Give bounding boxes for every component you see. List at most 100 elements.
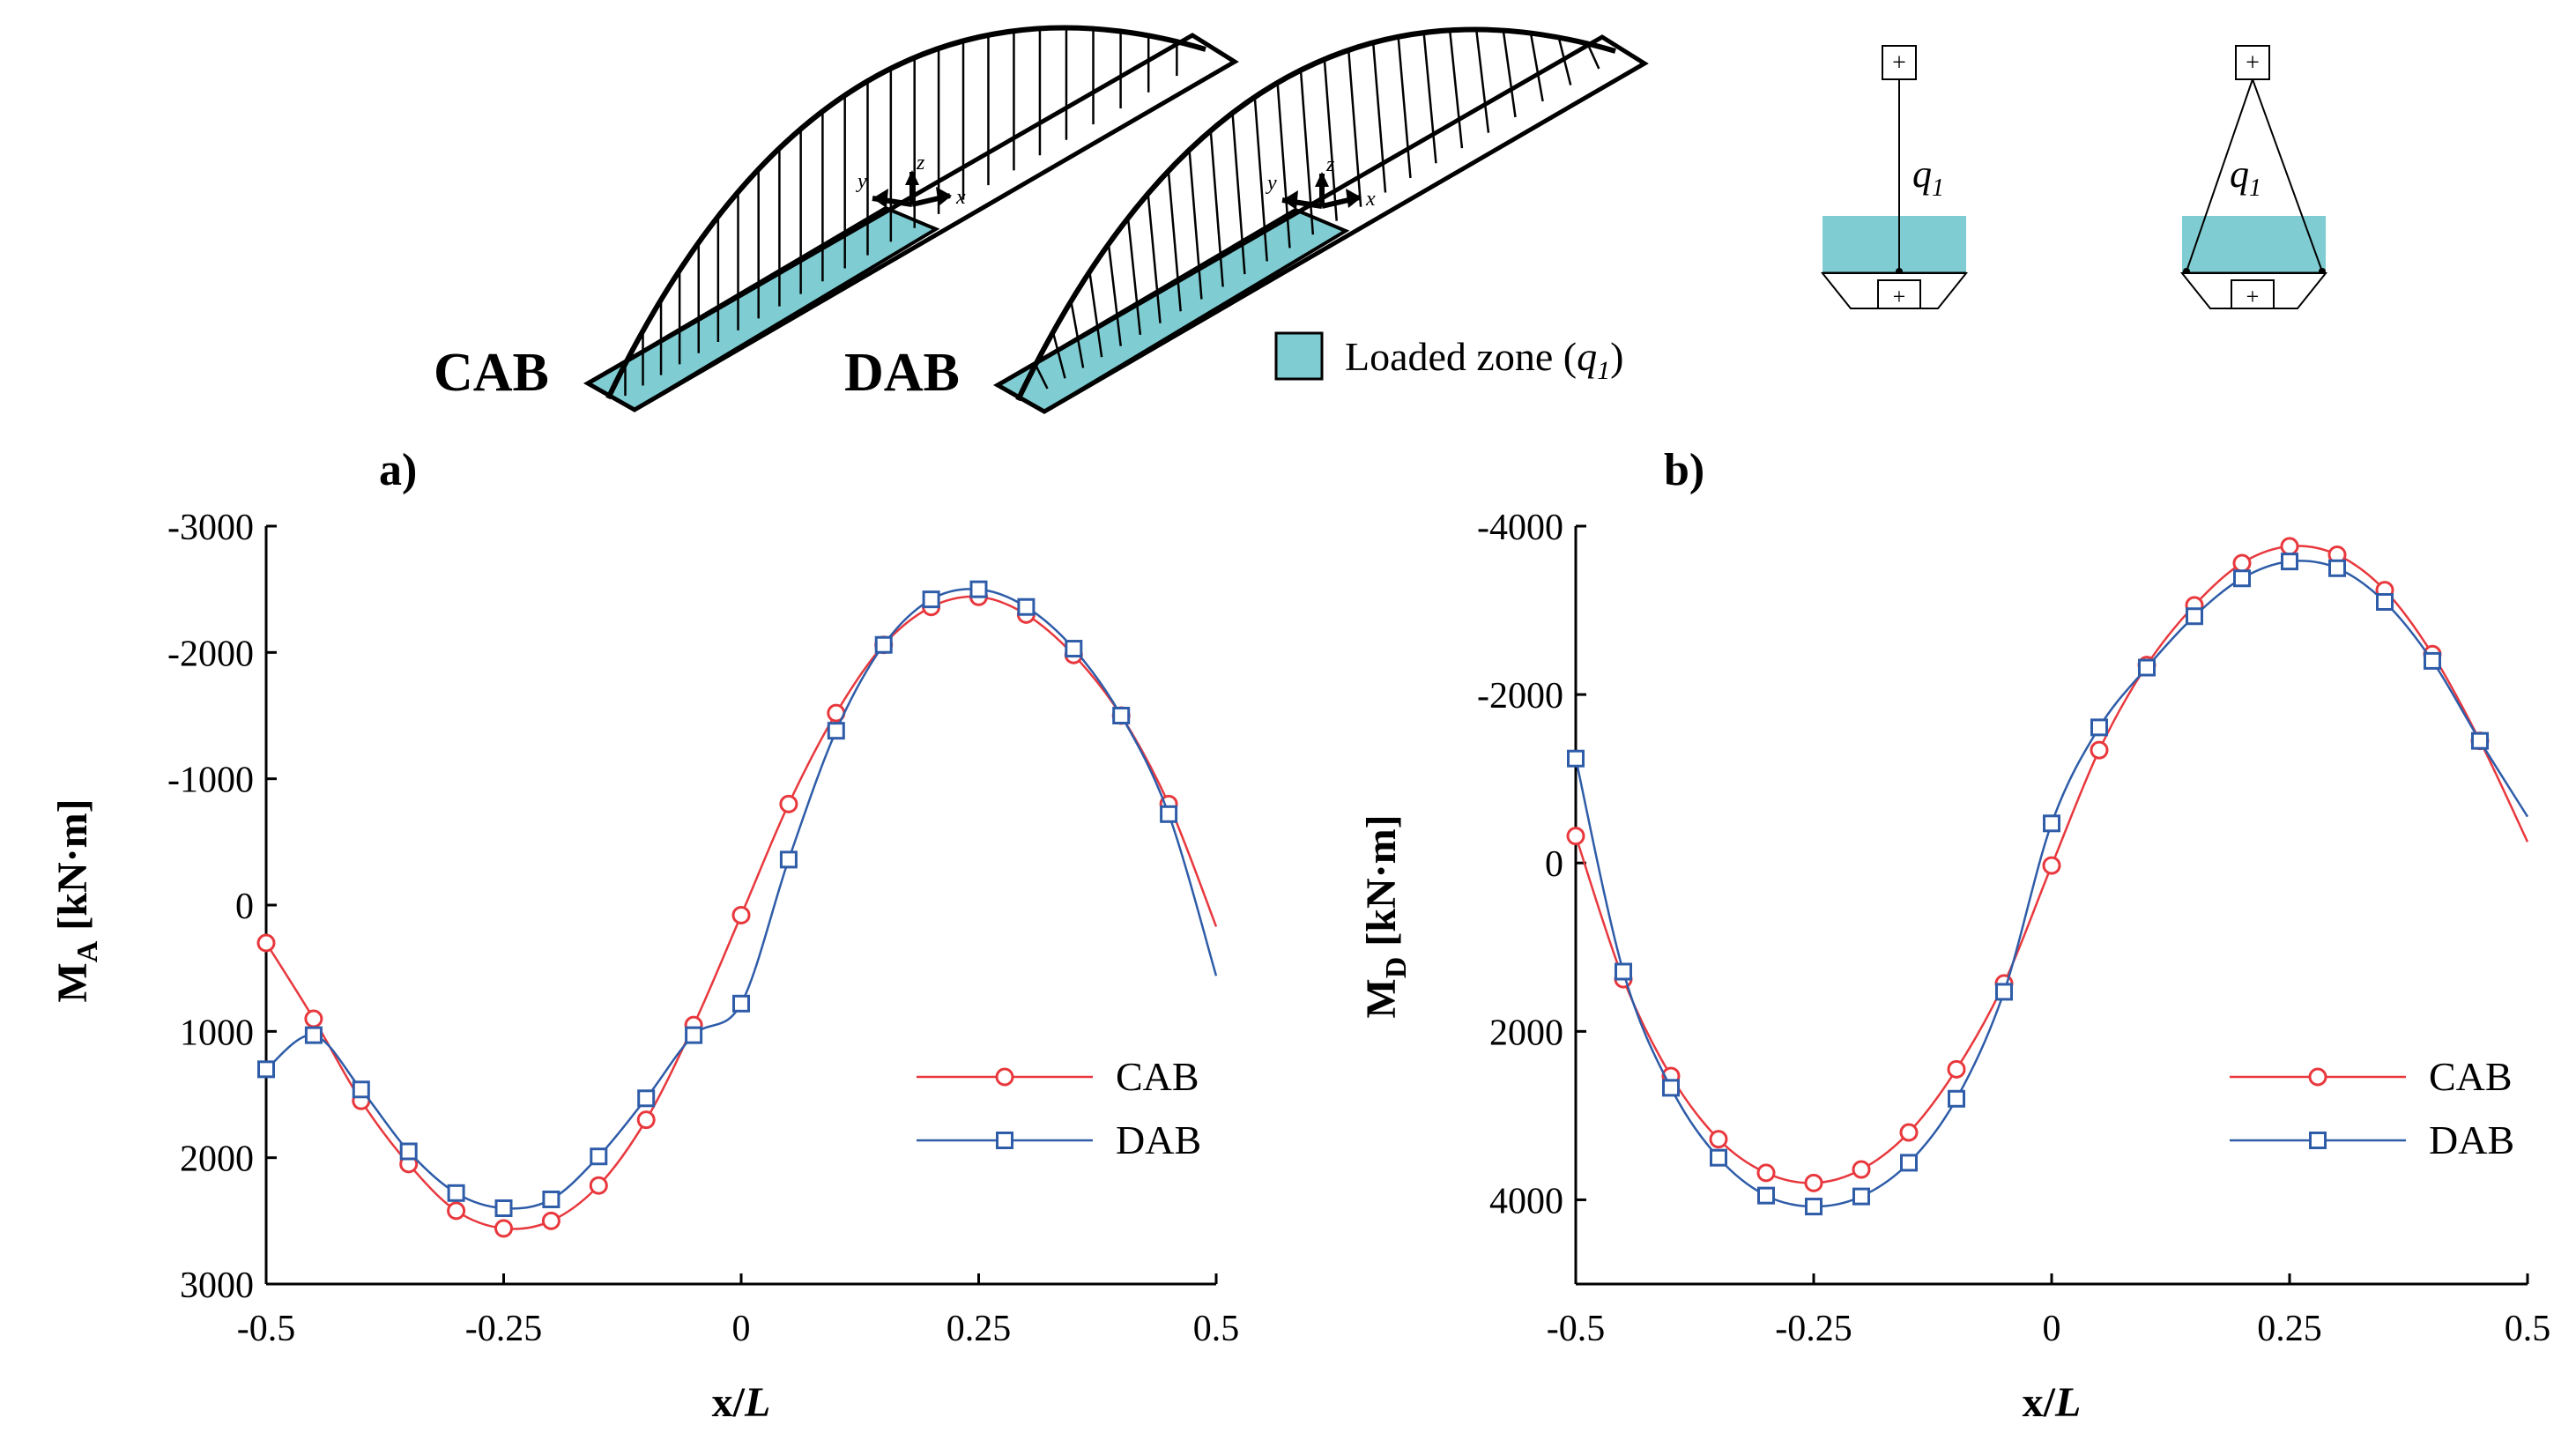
loaded-zone-legend: Loaded zone (q1) (1274, 331, 1623, 385)
hanger (1371, 41, 1387, 193)
data-point-dab (1948, 1089, 1965, 1108)
data-point-dab (447, 1184, 465, 1202)
panel-b-xlabel: x/L (2023, 1379, 2082, 1426)
data-point-dab (2090, 718, 2108, 737)
x-tick-label: 0.25 (2257, 1309, 2322, 1349)
data-point-dab (1757, 1186, 1775, 1205)
legend-label: DAB (2429, 1117, 2514, 1162)
legend-marker (2308, 1067, 2327, 1087)
data-point-cab (1852, 1160, 1871, 1179)
data-point-dab (2138, 658, 2156, 677)
data-point-cab (2090, 740, 2109, 760)
data-point-cab (779, 794, 798, 813)
hanger (1585, 41, 1600, 70)
dab-bridge-drawing: y z x DAB (844, 26, 1649, 414)
y-tick-label: -2000 (1477, 676, 1563, 716)
panel-a-xlabel: x/L (712, 1379, 771, 1426)
hanger (1107, 242, 1122, 346)
data-point-cab (256, 933, 276, 953)
cab-local-axes: y z x (856, 152, 966, 209)
data-point-dab (637, 1089, 656, 1108)
dab-section-bottom-plus: + (2246, 284, 2260, 309)
cab-hangers (624, 27, 1178, 397)
dab-deck-outline (992, 34, 1649, 414)
panel-b-label: b) (1664, 445, 1704, 495)
bridge-illustrations: y z x CAB y z x DAB (434, 25, 2328, 414)
y-tick-label: -4000 (1477, 508, 1563, 548)
data-point-cab (589, 1176, 608, 1195)
hanger (1253, 95, 1268, 262)
chart-panel-a: a) MA[kN·m] x/L -3000 -2000 -1000 0 1000 2000… (49, 445, 1239, 1426)
cab-section-loaded-band (1823, 216, 1966, 274)
cab-section-top-plus: + (1892, 49, 1906, 77)
panel-a-ylabel: MA[kN·m] (49, 798, 104, 1002)
data-point-dab (1112, 707, 1131, 724)
hanger (1051, 330, 1066, 379)
data-point-cab (1709, 1130, 1728, 1149)
y-tick-label: 2000 (180, 1139, 254, 1180)
legend-label: DAB (1116, 1117, 1201, 1162)
y-tick-label: 1000 (180, 1013, 254, 1053)
data-point-cab (1899, 1123, 1919, 1142)
data-point-dab (779, 850, 798, 869)
x-tick-label: 0.5 (1193, 1309, 1240, 1349)
cab-section-bottom-plus: + (1893, 284, 1906, 309)
legend-entry-dab: DAB (2230, 1117, 2514, 1162)
cab-cross-section: + + q1 (1820, 45, 1969, 309)
data-point-dab (304, 1026, 323, 1044)
data-point-dab (1567, 749, 1585, 768)
hanger (1126, 216, 1142, 335)
cab-bridge-drawing: y z x CAB (434, 25, 1239, 412)
y-tick-label: 3000 (180, 1266, 254, 1306)
data-point-dab (542, 1190, 560, 1208)
panel-b-ylabel: MD[kN·m] (1358, 814, 1413, 1018)
series-dab (257, 580, 1218, 1217)
data-point-dab (2233, 569, 2251, 588)
data-point-dab (1995, 983, 2013, 1001)
svg-text:MD[kN·m]: MD[kN·m] (1358, 814, 1413, 1018)
loaded-zone-swatch (1274, 331, 1324, 381)
dab-cross-section: + + q1 (2179, 45, 2328, 309)
y-tick-label: 4000 (1489, 1181, 1563, 1221)
x-tick-label: 0 (2043, 1309, 2061, 1349)
data-point-dab (1160, 805, 1178, 823)
hanger (1556, 35, 1572, 85)
data-point-dab (2376, 593, 2394, 611)
y-tick-label: 0 (235, 887, 254, 927)
hanger (1502, 28, 1517, 118)
hanger (1088, 270, 1103, 358)
cab-deck-outline (583, 33, 1239, 412)
x-tick-label: 0.25 (947, 1309, 1012, 1349)
x-tick-label: -0.25 (1775, 1309, 1852, 1349)
data-point-dab (2424, 651, 2441, 670)
x-tick-label: 0.5 (2505, 1309, 2551, 1349)
cab-axis-z-label: z (916, 152, 925, 174)
data-point-dab (874, 635, 893, 654)
data-point-cab (1566, 827, 1585, 846)
series-cab (256, 587, 1218, 1238)
cab-section-load-label: q1 (1912, 152, 1944, 202)
data-point-cab (2042, 856, 2061, 875)
series-dab (1567, 553, 2529, 1216)
hanger (1276, 80, 1291, 249)
data-point-cab (447, 1201, 466, 1221)
data-point-cab (541, 1211, 560, 1230)
dab-loaded-deck (994, 207, 1350, 414)
panel-a-label: a) (379, 445, 417, 495)
hanger (1323, 57, 1338, 221)
series-line-dab (265, 588, 1218, 1210)
hanger (1422, 31, 1437, 164)
legend-label: CAB (2429, 1054, 2513, 1099)
data-point-dab (1900, 1154, 1918, 1172)
data-point-dab (922, 590, 940, 609)
x-tick-label: -0.25 (465, 1309, 543, 1349)
data-point-cab (494, 1219, 513, 1238)
data-point-cab (1804, 1173, 1823, 1192)
data-point-cab (731, 905, 751, 924)
dab-hangers (1034, 27, 1600, 390)
data-point-cab (1947, 1059, 1966, 1079)
data-point-dab (352, 1080, 370, 1099)
hanger (1231, 111, 1246, 275)
dab-axis-z-label: z (1325, 153, 1335, 176)
data-point-dab (1805, 1198, 1823, 1216)
